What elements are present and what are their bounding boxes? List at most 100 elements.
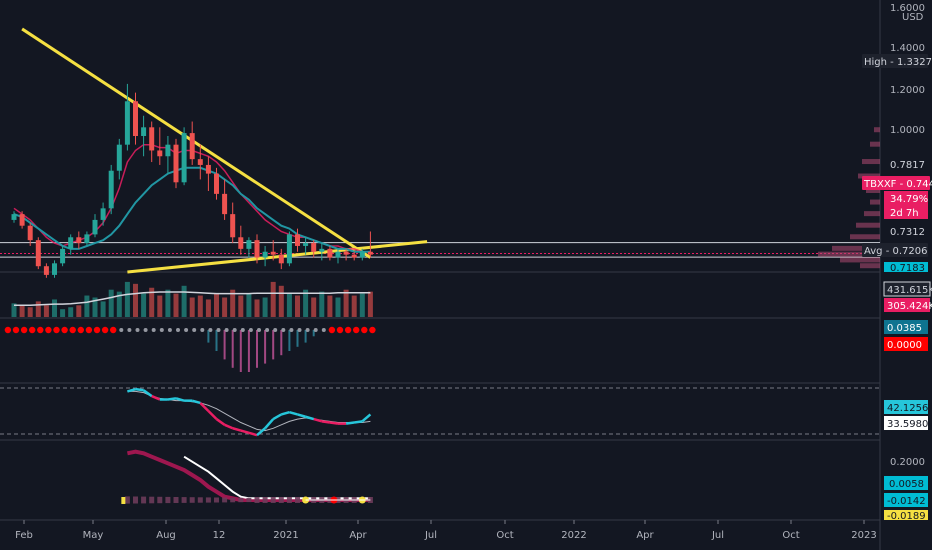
- candle-body: [116, 144, 122, 171]
- time-tick-label: 2022: [561, 530, 586, 541]
- ema-teal-line: [13, 166, 371, 253]
- candle-body: [335, 251, 341, 258]
- rsi-pane[interactable]: [127, 387, 372, 437]
- rsi-line-segment: [175, 397, 185, 402]
- squeeze-dot: [361, 326, 368, 334]
- rsi-line-segment: [240, 429, 250, 435]
- squeeze-bar: [207, 330, 210, 343]
- rsi-line-segment: [151, 394, 161, 401]
- squeeze-dot: [143, 328, 148, 332]
- volume-bar: [335, 297, 341, 317]
- candle-body: [52, 263, 57, 275]
- volume-profile-bar: [856, 222, 880, 228]
- time-tick-label: Oct: [496, 530, 513, 541]
- squeeze-bar: [296, 330, 299, 347]
- volume-bar: [124, 281, 130, 317]
- squeeze-dot: [305, 328, 310, 332]
- volume-bar: [11, 303, 17, 317]
- squeeze-dot: [93, 326, 101, 334]
- volume-bar: [60, 309, 66, 317]
- rsi-line-segment: [135, 387, 144, 392]
- squeeze-dot: [321, 328, 326, 332]
- volume-bar: [359, 293, 365, 317]
- squeeze-bar: [256, 330, 258, 368]
- time-tick-label: May: [83, 530, 104, 541]
- volume-bar: [238, 295, 244, 317]
- squeeze-bar: [272, 330, 275, 360]
- candle-body: [35, 240, 41, 267]
- volume-bar: [319, 291, 325, 317]
- rsi-line-segment: [127, 387, 136, 393]
- squeeze-axis-bg: [884, 337, 928, 351]
- squeeze-dot: [353, 326, 360, 334]
- candle-body: [189, 133, 195, 160]
- volume-profile-bar: [874, 127, 880, 133]
- volume-pane[interactable]: [11, 281, 373, 317]
- squeeze-dot: [240, 328, 245, 332]
- oscillator-hist-bar: [205, 497, 211, 503]
- volume-bar: [173, 293, 179, 317]
- volume-bar: [68, 307, 74, 317]
- volume-profile-bar: [866, 187, 880, 193]
- squeeze-dot: [176, 328, 180, 332]
- oscillator-hist-bar: [238, 497, 244, 503]
- volume-bar: [149, 287, 155, 317]
- avg-label-bg: [862, 243, 928, 257]
- time-tick-label: Oct: [782, 530, 799, 541]
- candle-body: [270, 251, 276, 255]
- rsi-line-segment: [207, 410, 218, 420]
- oscillator-hist-bar: [262, 497, 268, 503]
- level-label: 0.7183: [890, 263, 925, 274]
- candle-body: [173, 144, 179, 183]
- volume-bar: [205, 299, 211, 317]
- volume-bar: [343, 289, 349, 317]
- price-axis[interactable]: 1.6000 1.4000 1.2000 1.0000 USD High - 1.3327…: [862, 3, 932, 522]
- oscillator-pane[interactable]: [121, 449, 373, 504]
- percent-label: 34.79%: [890, 194, 928, 205]
- candle-body: [68, 237, 74, 249]
- rsi-line-segment: [142, 389, 153, 398]
- volume-bar: [157, 295, 163, 317]
- volume-axis-label: 305.424K: [887, 301, 932, 312]
- volume-bar: [189, 297, 195, 317]
- squeeze-pane[interactable]: [4, 326, 376, 372]
- avg-label: Avg - 0.7206: [864, 246, 927, 257]
- candle-body: [367, 251, 373, 255]
- oscillator-hist-bar: [149, 496, 155, 504]
- candle-body: [246, 240, 252, 249]
- volume-profile-bar: [864, 211, 880, 217]
- squeeze-bar: [264, 330, 267, 364]
- squeeze-dot: [151, 328, 156, 332]
- time-axis[interactable]: Feb May Aug 12 2021 Apr Jul Oct 2022 Apr Jul Oct 202…: [15, 520, 877, 541]
- rsi-axis-bg: [884, 416, 928, 430]
- volume-profile-bar: [818, 251, 880, 257]
- squeeze-dot: [110, 326, 117, 334]
- rsi-line-segment: [313, 417, 323, 423]
- candle-body: [262, 251, 268, 258]
- volume-bar: [165, 289, 171, 317]
- oscillator-white-line: [183, 455, 371, 500]
- rsi-axis-label: 33.5980: [887, 419, 928, 430]
- oscillator-red-line: [127, 449, 371, 502]
- volume-bar: [278, 285, 284, 317]
- oscillator-tick-label: 0.2000: [890, 457, 925, 468]
- candle-body: [108, 170, 114, 209]
- volume-bar: [246, 293, 252, 317]
- candle-body: [76, 237, 82, 244]
- time-tick-label: 2021: [273, 530, 298, 541]
- price-pane[interactable]: [0, 27, 880, 278]
- rsi-line-segment: [297, 413, 306, 418]
- ticker-detail-bg: [884, 191, 928, 219]
- volume-bar: [141, 293, 147, 317]
- rsi-line-segment: [280, 410, 290, 416]
- volume-axis-label: 431.615K: [887, 285, 932, 296]
- volume-bar: [295, 295, 300, 317]
- squeeze-bar: [288, 330, 291, 351]
- oscillator-hist-bar: [230, 497, 236, 503]
- oscillator-hist-bar: [270, 497, 276, 503]
- candle-body: [124, 101, 130, 145]
- oscillator-hist-bar: [246, 497, 252, 503]
- oscillator-hist-bar: [254, 497, 260, 503]
- chart-grid: [0, 0, 881, 550]
